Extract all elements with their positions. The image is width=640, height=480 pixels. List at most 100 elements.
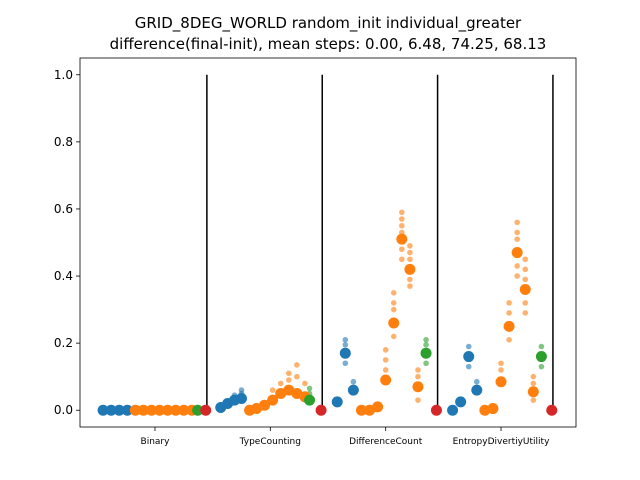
data-point-red [200,404,212,416]
y-tick-label: 0.6 [54,202,73,216]
data-point-orange [267,394,279,406]
data-point-orange [415,373,421,380]
data-point-orange [162,404,174,416]
data-point-blue [105,404,117,416]
data-point-orange [277,380,284,387]
data-point-green [423,360,429,367]
y-tick-label: 0.8 [54,135,73,149]
data-point-orange [530,397,537,403]
data-point-blue [347,384,359,396]
x-category-label: DifferenceCount [349,437,423,447]
data-point-orange [380,374,392,386]
chart-title-line-1: GRID_8DEG_WORLD random_init individual_g… [135,14,522,33]
data-point-orange [527,386,539,398]
data-point-red [546,404,558,416]
data-point-orange [415,367,421,373]
data-point-orange [390,300,397,306]
data-point-orange [269,387,276,393]
data-point-blue [465,343,472,350]
data-point-orange [294,362,300,368]
data-point-orange [522,266,529,273]
data-point-orange [407,256,413,263]
data-point-green [535,351,547,363]
data-point-blue [342,342,349,348]
data-point-orange [530,373,537,380]
data-point-orange [390,306,397,313]
data-point-orange [285,370,292,377]
y-tick-label: 0.0 [54,403,73,417]
data-point-orange [506,336,512,343]
plot-area [97,74,558,416]
data-point-green [304,394,316,406]
data-point-orange [519,283,531,295]
x-category-label: Binary [141,437,171,447]
data-point-blue [455,396,467,408]
data-point-orange [412,381,424,393]
data-point-orange [170,404,182,416]
data-point-orange [522,310,529,316]
x-category-label: EntropyDivertiyUtility [453,437,550,447]
data-point-orange [407,283,413,289]
y-tick-label: 1.0 [54,68,73,82]
data-point-blue [97,404,109,416]
data-point-green [423,336,429,343]
data-point-green [306,385,313,392]
data-point-blue [447,404,459,416]
data-point-orange [355,404,367,416]
data-point-orange [372,401,384,413]
data-point-orange [498,367,504,373]
data-point-blue [339,347,351,359]
data-point-orange [506,310,512,316]
data-point-orange [522,256,529,263]
data-point-orange [294,373,300,380]
data-point-orange [382,357,389,363]
chart-title-line-2: difference(final-init), mean steps: 0.00… [110,35,547,53]
y-tick-label: 0.4 [54,269,73,283]
data-point-orange [382,367,389,373]
data-point-orange [399,256,405,263]
data-point-blue [342,336,349,343]
data-point-orange [285,377,292,383]
data-point-orange [495,376,507,388]
data-point-orange [154,404,166,416]
data-point-orange [514,273,520,279]
data-point-orange [399,209,405,216]
data-point-orange [522,276,529,283]
data-point-orange [407,276,413,283]
data-point-blue [474,378,480,385]
data-point-blue [121,404,133,416]
data-point-orange [388,317,400,329]
y-tick-label: 0.2 [54,336,73,350]
data-point-green [538,343,545,350]
x-axis: Binary TypeCounting DifferenceCount Entropy… [141,427,550,447]
data-point-blue [350,378,357,385]
data-point-orange [178,404,190,416]
data-point-green [192,404,204,416]
axes-frame [79,57,577,428]
data-point-orange [407,249,413,256]
data-point-orange [506,300,512,306]
data-point-orange [415,397,421,403]
data-point-orange [522,300,529,306]
data-point-orange [503,320,515,332]
x-category-label: TypeCounting [239,437,301,447]
data-point-green [423,342,429,348]
data-point-red [315,404,327,416]
data-point-orange [530,380,537,387]
data-point-green [420,347,432,359]
data-point-orange [399,246,405,253]
data-point-orange [487,403,499,415]
data-point-blue [342,360,349,367]
data-point-blue [331,396,343,408]
data-point-orange [399,216,405,222]
data-point-orange [390,290,397,296]
data-point-orange [514,236,520,242]
data-point-orange [302,380,308,387]
data-point-orange [382,347,389,353]
data-point-blue [235,392,247,404]
data-point-blue [113,404,125,416]
data-point-blue [465,363,472,370]
data-point-orange [514,219,520,226]
data-point-orange [404,263,416,275]
